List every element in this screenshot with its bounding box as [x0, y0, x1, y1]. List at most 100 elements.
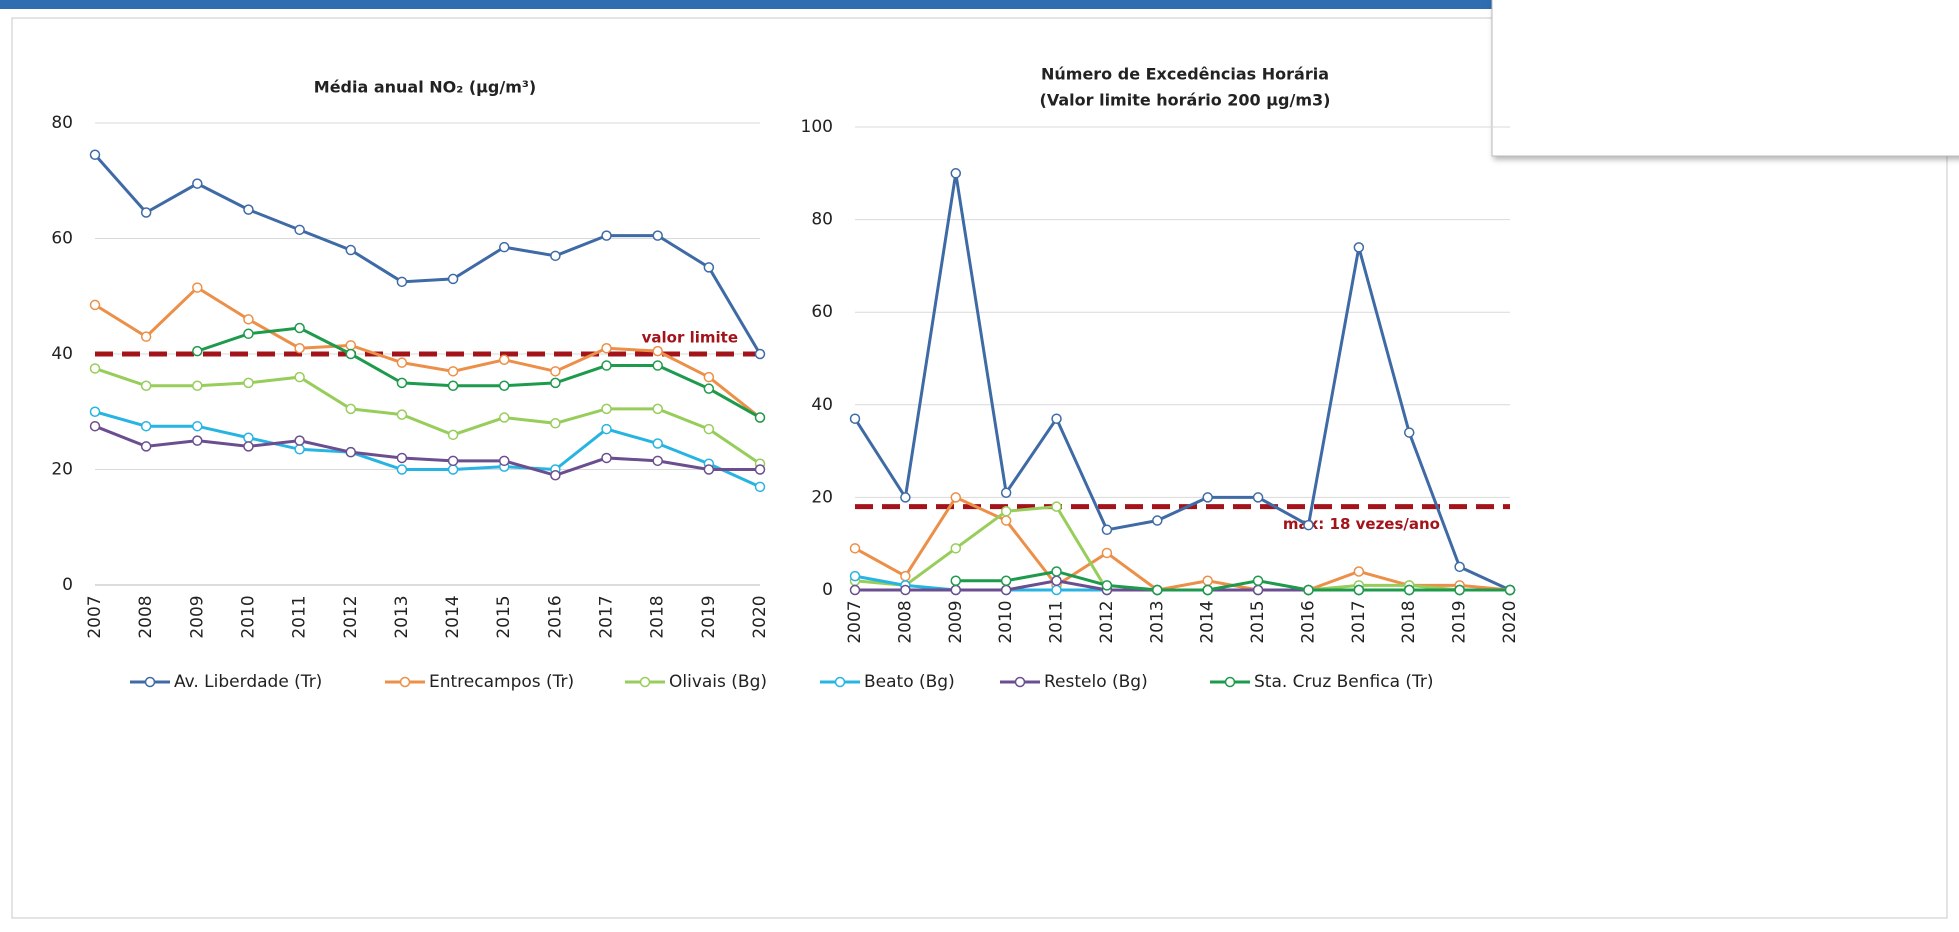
- point: [1403, 427, 1415, 438]
- x-tick-label: 2009: [946, 600, 966, 643]
- top-bar: [0, 0, 1959, 9]
- point: [498, 455, 510, 467]
- point: [1051, 575, 1062, 586]
- legend-label: Entrecampos (Tr): [429, 672, 574, 692]
- legend-marker: [144, 676, 156, 688]
- overlay-card: [1491, 0, 1959, 157]
- point: [396, 464, 408, 475]
- point: [754, 481, 766, 493]
- x-tick-label: 2020: [1500, 600, 1520, 643]
- point: [1252, 575, 1264, 586]
- point: [192, 282, 203, 293]
- point: [243, 204, 254, 215]
- x-tick-label: 2007: [85, 595, 105, 638]
- x-tick-label: 2017: [597, 595, 617, 638]
- y-tick-label: 0: [822, 580, 833, 600]
- point: [950, 575, 962, 586]
- x-tick-label: 2014: [443, 595, 463, 638]
- point: [294, 444, 305, 455]
- point: [89, 363, 101, 374]
- point: [1252, 584, 1264, 596]
- point: [950, 584, 962, 596]
- point: [396, 377, 408, 389]
- point: [900, 492, 911, 503]
- point: [396, 357, 408, 368]
- x-tick-label: 2018: [648, 595, 668, 638]
- point: [1353, 242, 1365, 253]
- legend-marker: [1014, 676, 1026, 688]
- x-tick-label: 2017: [1349, 600, 1369, 643]
- series-line: [94, 285, 761, 419]
- point: [192, 380, 203, 392]
- point: [652, 403, 663, 415]
- point: [550, 366, 561, 377]
- point: [294, 371, 305, 383]
- point: [447, 429, 459, 441]
- point: [1000, 584, 1012, 596]
- legend-marker: [1224, 676, 1236, 688]
- point: [849, 570, 861, 582]
- point: [950, 492, 962, 503]
- point: [652, 230, 663, 241]
- point: [192, 178, 203, 189]
- point: [345, 348, 357, 360]
- point: [703, 262, 715, 273]
- point: [1454, 584, 1465, 596]
- point: [345, 340, 357, 351]
- x-tick-label: 2013: [392, 595, 412, 638]
- point: [703, 464, 715, 475]
- point: [243, 432, 254, 443]
- point: [652, 455, 663, 467]
- point: [1051, 566, 1062, 577]
- x-tick-label: 2012: [341, 595, 361, 638]
- point: [192, 420, 203, 432]
- point: [1101, 524, 1113, 536]
- legend-marker: [399, 676, 411, 688]
- point: [498, 354, 510, 366]
- frame: [11, 17, 1948, 919]
- point: [550, 418, 561, 429]
- point: [243, 441, 254, 452]
- chart-title: Número de Excedências Horária: [1041, 65, 1329, 84]
- series-line: [853, 173, 1511, 592]
- y-tick-label: 80: [51, 113, 73, 133]
- series-line: [955, 569, 1510, 592]
- series-line: [94, 424, 760, 477]
- point: [1454, 561, 1465, 573]
- limit-label: max: 18 vezes/ano: [1283, 515, 1440, 533]
- point: [140, 441, 152, 452]
- point: [140, 380, 152, 392]
- chart-subtitle: (Valor limite horário 200 µg/m3): [1040, 91, 1331, 110]
- point: [601, 342, 612, 354]
- point: [1101, 547, 1113, 559]
- series-line: [93, 153, 762, 355]
- point: [550, 470, 561, 481]
- point: [1051, 584, 1062, 596]
- point: [1051, 501, 1062, 512]
- x-tick-label: 2013: [1147, 600, 1167, 643]
- point: [900, 584, 911, 596]
- point: [498, 412, 510, 423]
- x-tick-label: 2010: [238, 595, 258, 638]
- point: [1000, 515, 1012, 526]
- point: [1403, 584, 1415, 596]
- point: [1000, 575, 1012, 586]
- legend-label: Sta. Cruz Benfica (Tr): [1254, 672, 1434, 692]
- x-tick-label: 2019: [1450, 600, 1470, 643]
- point: [849, 584, 861, 596]
- series-line: [196, 326, 761, 419]
- y-tick-label: 40: [811, 395, 833, 415]
- x-tick-label: 2008: [895, 600, 915, 643]
- series-line: [94, 410, 761, 489]
- point: [550, 250, 561, 262]
- point: [294, 224, 305, 236]
- point: [447, 273, 459, 285]
- point: [849, 543, 861, 554]
- point: [396, 452, 408, 464]
- point: [652, 438, 663, 449]
- legend-marker: [834, 676, 846, 688]
- point: [1051, 413, 1062, 424]
- point: [498, 241, 510, 253]
- point: [140, 331, 152, 342]
